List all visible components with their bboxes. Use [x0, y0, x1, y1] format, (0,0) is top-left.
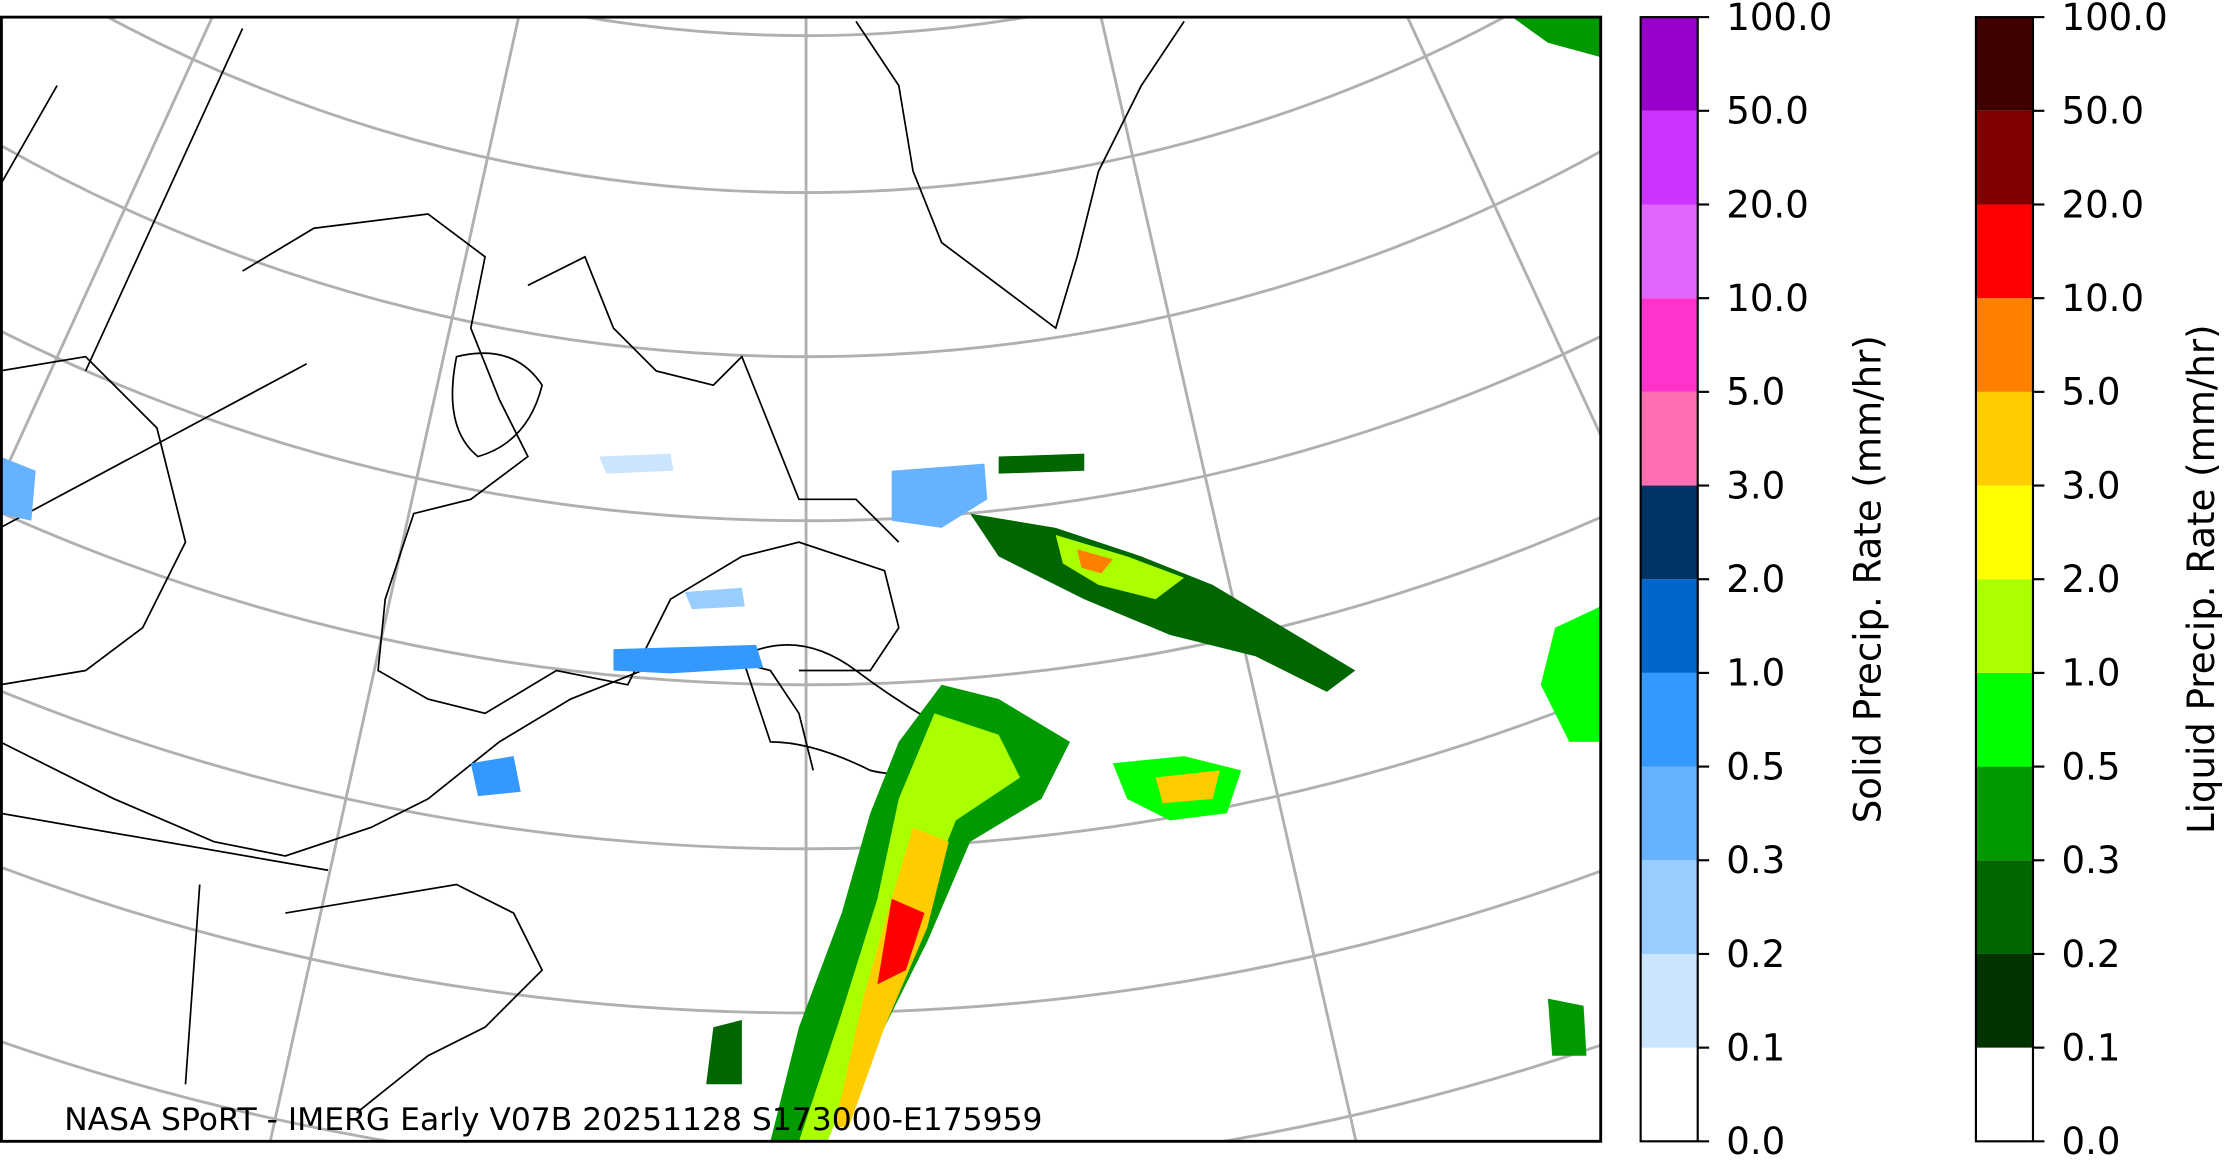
colorbar-tick-label: 10.0 — [1726, 277, 1809, 320]
colorbar-segment — [1640, 204, 1698, 299]
colorbar-segment — [1975, 17, 2033, 111]
colorbar-tick-label: 0.1 — [2062, 1026, 2121, 1069]
colorbar-tick-label: 1.0 — [2062, 652, 2121, 695]
colorbar-segment — [1975, 204, 2033, 299]
colorbar-label: Liquid Precip. Rate (mm/hr) — [2180, 324, 2223, 834]
colorbar-segment — [1975, 953, 2033, 1048]
colorbar-tick-label: 50.0 — [1726, 90, 1809, 133]
colorbar-tick-label: 20.0 — [1726, 183, 1809, 226]
colorbar-segment — [1975, 579, 2033, 673]
colorbar-segment — [1640, 766, 1698, 861]
colorbar-tick-label: 5.0 — [1726, 371, 1785, 414]
colorbar-tick-label: 20.0 — [2062, 183, 2145, 226]
colorbar-tick-label: 2.0 — [2062, 558, 2121, 601]
colorbar-segment — [1975, 485, 2033, 580]
map-annotation: NASA SPoRT - IMERG Early V07B 20251128 S… — [64, 1102, 1042, 1138]
colorbar-tick-label: 0.3 — [2062, 839, 2121, 882]
colorbar-tick-label: 5.0 — [2062, 371, 2121, 414]
solid-precip — [1, 453, 988, 797]
colorbar-segment — [1640, 672, 1698, 767]
colorbar-tick-label: 2.0 — [1726, 558, 1785, 601]
colorbar-tick-label: 0.2 — [2062, 933, 2121, 976]
colorbar-segment — [1975, 110, 2033, 205]
colorbar-segment — [1640, 17, 1698, 111]
colorbar-segment — [1640, 1047, 1698, 1142]
colorbar-tick-label: 100.0 — [2062, 0, 2168, 39]
colorbar-segment — [1975, 766, 2033, 861]
colorbar-tick-label: 0.2 — [1726, 933, 1785, 976]
colorbar-segment — [1975, 391, 2033, 486]
colorbar-tick-label: 0.3 — [1726, 839, 1785, 882]
colorbar-segment — [1640, 485, 1698, 580]
colorbar-tick-label: 100.0 — [1726, 0, 1832, 39]
colorbar-label: Solid Precip. Rate (mm/hr) — [1846, 335, 1889, 823]
colorbar-segment — [1975, 672, 2033, 767]
colorbar-segment — [1975, 1047, 2033, 1142]
coastlines — [1, 20, 1185, 1114]
colorbar-segment — [1640, 110, 1698, 205]
colorbar-segment — [1640, 953, 1698, 1048]
colorbar-tick-label: 10.0 — [2062, 277, 2145, 320]
colorbar-segment — [1975, 860, 2033, 954]
colorbar-tick-label: 3.0 — [1726, 464, 1785, 507]
colorbar-tick-label: 0.0 — [1726, 1120, 1785, 1163]
colorbar-segment — [1640, 298, 1698, 392]
colorbar-tick-label: 1.0 — [1726, 652, 1785, 695]
colorbars: 0.0 0.1 0.2 0.3 0.5 1.0 2.0 3.0 5.0 10.0 20.0 50.0 1… — [1639, 0, 2223, 1163]
colorbar-tick-label: 0.0 — [2062, 1120, 2121, 1163]
colorbar-tick-label: 0.1 — [1726, 1026, 1785, 1069]
colorbar-segment — [1640, 579, 1698, 673]
colorbar-tick-label: 3.0 — [2062, 464, 2121, 507]
colorbar-tick-label: 0.5 — [1726, 745, 1785, 788]
colorbar-segment — [1640, 860, 1698, 954]
colorbar-segment — [1975, 298, 2033, 392]
colorbar-tick-label: 0.5 — [2062, 745, 2121, 788]
colorbar-tick-label: 50.0 — [2062, 90, 2145, 133]
colorbar-segment — [1640, 391, 1698, 486]
liquid-precip — [706, 17, 1601, 1142]
map-frame — [0, 15, 1603, 1143]
